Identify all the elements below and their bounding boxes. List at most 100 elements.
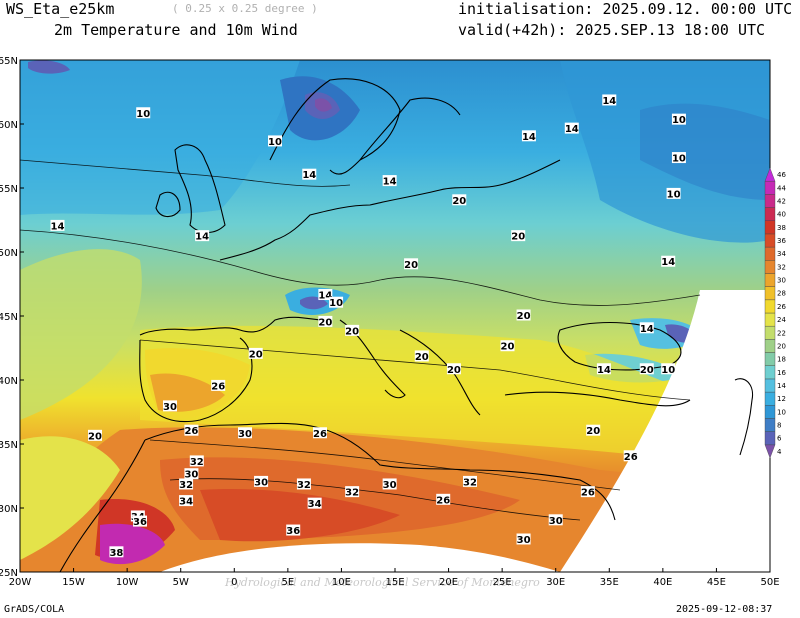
colorbar-swatch <box>764 286 776 301</box>
contour-label: 10 <box>136 109 150 120</box>
colorbar-label: 18 <box>777 356 786 364</box>
colorbar-label: 32 <box>777 263 786 271</box>
contour-label: 14 <box>383 177 397 188</box>
software-credit: GrADS/COLA <box>4 604 65 615</box>
contour-label: 10 <box>672 115 686 126</box>
contour-label-bg <box>521 130 536 142</box>
contour-label: 20 <box>501 342 515 353</box>
colorbar-label: 42 <box>777 197 786 205</box>
colorbar-label: 28 <box>777 290 786 298</box>
contour-label: 32 <box>463 477 477 488</box>
model-name: WS_Eta_e25km <box>6 0 115 18</box>
contour-label: 10 <box>661 365 675 376</box>
contour-label-bg <box>671 113 686 125</box>
contour-label: 10 <box>268 137 282 148</box>
colorbar-label: 26 <box>777 303 786 311</box>
contour-label: 20 <box>452 196 466 207</box>
colorbar-swatch <box>764 378 776 393</box>
lon-tick-label: 10W <box>116 577 139 588</box>
colorbar-label: 12 <box>777 395 786 403</box>
contour-label: 32 <box>179 480 193 491</box>
colorbar-swatch <box>764 194 776 208</box>
contour-label: 10 <box>329 298 343 309</box>
colorbar-label: 22 <box>777 329 786 337</box>
contour-label-bg <box>195 230 210 242</box>
contour-label-bg <box>307 497 322 509</box>
contour-label-bg <box>179 478 194 490</box>
generated-time: 2025-09-12-08:37 <box>676 604 773 615</box>
colorbar-label: 8 <box>777 422 781 430</box>
contour-label-bg <box>296 478 311 490</box>
colorbar-label: 38 <box>777 224 786 232</box>
colorbar-swatch <box>764 233 776 248</box>
colorbar-label: 46 <box>777 171 786 179</box>
contour-label-bg <box>452 194 467 206</box>
contour-label-bg <box>318 315 333 327</box>
colorbar-label: 4 <box>777 448 782 456</box>
colorbar-swatch <box>764 391 776 406</box>
colorbar-swatch <box>764 365 776 380</box>
contour-label-bg <box>238 427 252 439</box>
colorbar-swatch <box>764 273 776 287</box>
lon-tick-label: 5W <box>173 577 189 588</box>
colorbar-swatch <box>764 299 776 314</box>
contour-label: 20 <box>415 352 429 363</box>
colorbar-label: 20 <box>777 342 786 350</box>
lon-tick-label: 20E <box>439 577 458 588</box>
contour-label-bg <box>88 429 102 441</box>
lon-tick-label: 40E <box>653 577 672 588</box>
contour-label-bg <box>404 258 419 270</box>
contour-label: 30 <box>254 477 268 488</box>
contour-label: 14 <box>640 324 654 335</box>
contour-label-bg <box>661 255 676 267</box>
init-time: initialisation: 2025.09.12. 00:00 UTC <box>458 0 793 18</box>
contour-label-bg <box>671 152 686 164</box>
grid-resolution: ( 0.25 x 0.25 degree ) <box>172 2 318 15</box>
colorbar-swatch <box>764 325 776 340</box>
contour-label-bg <box>623 450 638 462</box>
contour-label-bg <box>109 546 124 558</box>
contour-label: 20 <box>447 365 461 376</box>
colorbar-label: 30 <box>777 277 786 285</box>
contour-label: 20 <box>404 260 418 271</box>
contour-label: 32 <box>345 488 359 499</box>
contour-label-bg <box>163 400 177 412</box>
contour-label: 20 <box>517 311 531 322</box>
lon-tick-label: 0 <box>231 577 237 588</box>
contour-label: 14 <box>318 291 332 302</box>
contour-label-bg <box>329 296 344 308</box>
colorbar-label: 44 <box>777 184 786 192</box>
lon-tick-label: 5E <box>282 577 295 588</box>
lon-tick-label: 25E <box>493 577 512 588</box>
colorbar-label: 36 <box>777 237 786 245</box>
contour-label-bg <box>516 533 531 545</box>
contour-label: 20 <box>249 349 263 360</box>
contour-label-bg <box>248 347 263 359</box>
map-field <box>20 60 770 572</box>
contour-label-bg <box>184 468 199 480</box>
colorbar-swatch <box>764 167 776 182</box>
contour-label-bg <box>500 340 515 352</box>
contour-label-bg <box>136 107 151 119</box>
lat-tick-label: 45N <box>0 312 18 323</box>
colorbar-swatch <box>764 260 776 274</box>
contour-label-bg <box>666 187 681 199</box>
contour-label: 14 <box>522 132 536 143</box>
contour-label: 14 <box>565 124 579 135</box>
contour-label-bg <box>211 379 226 391</box>
colorbar-swatch <box>764 312 776 327</box>
contour-label-bg <box>564 122 579 134</box>
contour-label: 10 <box>667 189 681 200</box>
contour-label-bg <box>345 324 360 336</box>
lat-tick-label: 25N <box>0 568 18 579</box>
contour-label-bg <box>318 289 333 301</box>
longitude-axis: 20W 15W 10W 5W 0 5E 10E 15E 20E 25E 30E 35E 40E 45E 50… <box>9 568 780 588</box>
contour-label: 30 <box>383 480 397 491</box>
contour-label: 36 <box>133 517 147 528</box>
lon-tick-label: 30E <box>546 577 565 588</box>
colorbar-label: 34 <box>777 250 786 258</box>
watermark: Hydrological and Meteorological Service … <box>224 576 540 589</box>
latitude-axis: 65N 60N 55N 50N 45N 40N 35N 30N 25N <box>0 56 24 579</box>
contour-label-bg <box>414 350 429 362</box>
lat-tick-label: 65N <box>0 56 18 67</box>
